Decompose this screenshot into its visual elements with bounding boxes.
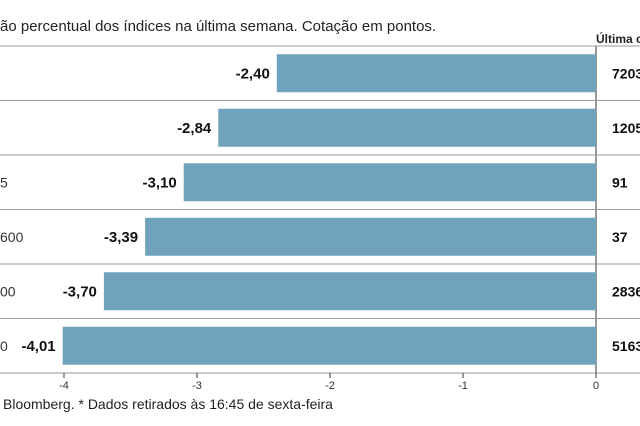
bar-value-label: -2,40 — [236, 65, 270, 82]
x-tick-label: -2 — [325, 380, 335, 392]
x-tick-label: -4 — [59, 380, 69, 392]
x-axis: -4 -3 -2 -1 0 — [59, 373, 599, 392]
bar — [276, 54, 596, 93]
bar — [103, 272, 597, 311]
row-label: 5 — [0, 174, 8, 190]
chart-subtitle: ão percentual dos índices na última sema… — [0, 18, 436, 35]
bar-value-label: -3,70 — [63, 283, 97, 300]
bar-value-label: -3,39 — [104, 229, 138, 246]
last-quote-value: 5163 — [612, 338, 640, 354]
x-tick-label: -1 — [458, 380, 468, 392]
bar — [145, 217, 596, 256]
last-quote-value: 7203 — [612, 65, 640, 81]
bar-value-label: -4,01 — [21, 338, 55, 355]
last-quote-value: 91 — [612, 174, 628, 190]
last-quote-value: 37 — [612, 229, 628, 245]
bar — [62, 326, 597, 365]
bar — [183, 163, 596, 202]
row-label: 0 — [0, 338, 8, 354]
bar-value-label: -3,10 — [142, 174, 176, 191]
bar — [218, 108, 596, 147]
bar-rows: -2,40 7203 -2,84 12059 -3,10 5 91 -3,39 600 37 -3,… — [0, 45, 640, 374]
row-label: 00 — [0, 283, 16, 299]
x-tick-label: -3 — [192, 380, 202, 392]
bar-value-label: -2,84 — [177, 120, 212, 137]
x-tick-label: 0 — [593, 380, 599, 392]
last-quote-value: 12059 — [612, 120, 640, 136]
last-quote-header: Última c — [596, 31, 640, 46]
source-note: Bloomberg. * Dados retirados às 16:45 de… — [3, 396, 333, 412]
last-quote-value: 2836 — [612, 283, 640, 299]
row-label: 600 — [0, 229, 24, 245]
